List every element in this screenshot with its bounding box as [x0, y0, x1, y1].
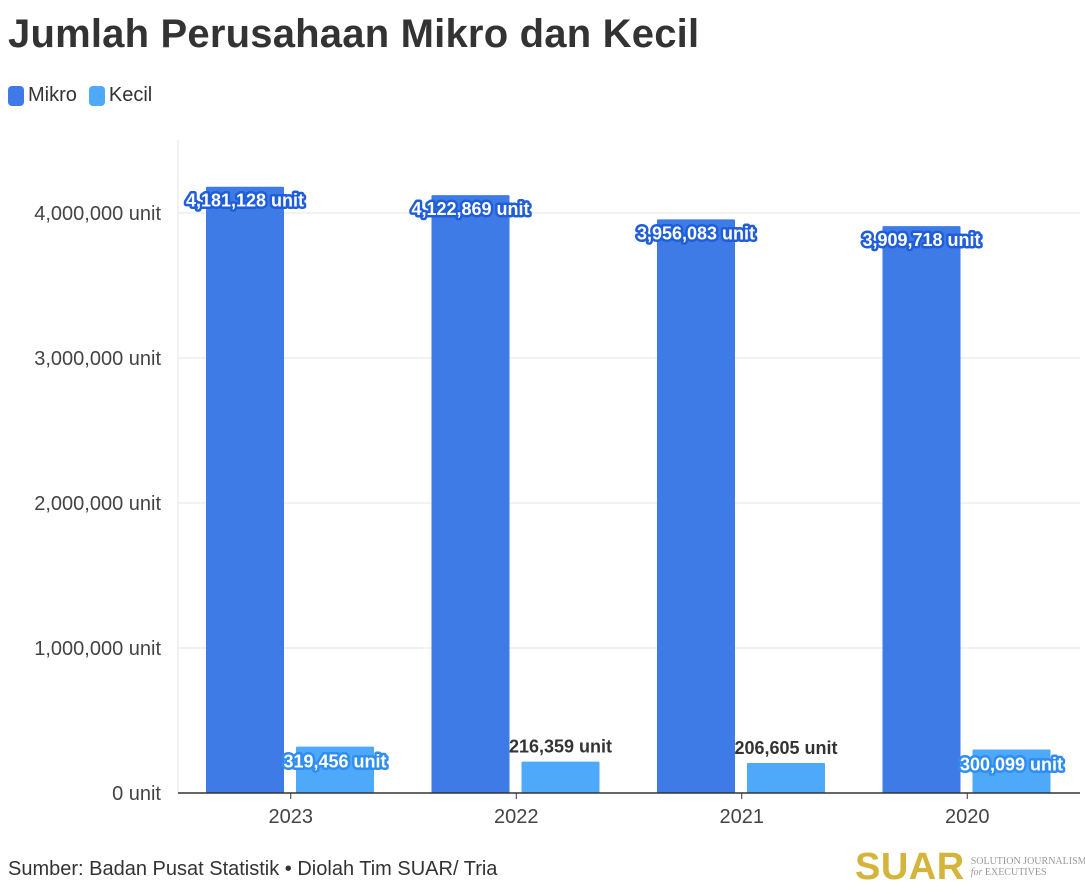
y-tick-label: 0 unit: [112, 783, 161, 805]
data-label-kecil-2023: 319,456 unit: [283, 752, 386, 772]
bar-kecil-2020: [972, 749, 1051, 793]
data-label-mikro-2020: 3,909,718 unit: [862, 230, 980, 250]
logo-tagline-executives: EXECUTIVES: [984, 867, 1047, 878]
bar-kecil-2021: [747, 763, 825, 793]
logo-tagline-line1: SOLUTION JOURNALISM: [970, 855, 1085, 867]
logo-mark: SUAR: [855, 846, 965, 888]
chart-title: Jumlah Perusahaan Mikro dan Kecil: [8, 12, 700, 56]
bar-mikro-2022: [431, 195, 510, 794]
legend: Mikro Kecil: [8, 84, 152, 107]
y-tick-label: 4,000,000 unit: [34, 203, 161, 225]
y-tick-label: 2,000,000 unit: [34, 493, 161, 515]
data-label-kecil-2021: 206,605 unit: [734, 738, 837, 758]
bar-kecil-2023: [296, 746, 374, 793]
logo-tagline-line2: for EXECUTIVES: [971, 867, 1085, 879]
legend-item-kecil: Kecil: [88, 84, 153, 107]
y-tick-label: 1,000,000 unit: [34, 638, 161, 660]
bar-kecil-2022: [521, 761, 600, 793]
source-note: Sumber: Badan Pusat Statistik • Diolah T…: [8, 858, 498, 880]
bar-mikro-2020: [882, 226, 961, 794]
logo-tagline-for: for: [970, 867, 983, 878]
data-label-outline: 4,181,128 unit: [186, 191, 304, 211]
legend-swatch-kecil: [88, 85, 105, 106]
x-tick-label: 2020: [945, 806, 990, 828]
data-label-outline: 3,956,083 unit: [637, 223, 755, 243]
y-tick-label: 3,000,000 unit: [34, 348, 161, 370]
data-label-kecil-2020: 300,099 unit: [960, 754, 1063, 774]
data-label-mikro-2023: 4,181,128 unit: [186, 191, 304, 211]
data-label-mikro-2021: 3,956,083 unit: [637, 223, 755, 243]
bar-mikro-2023: [206, 186, 284, 793]
legend-swatch-mikro: [8, 85, 24, 106]
legend-label-kecil: Kecil: [108, 84, 153, 106]
data-label-outline: 319,456 unit: [283, 752, 386, 772]
data-label-kecil-2022: 216,359 unit: [509, 737, 612, 757]
legend-item-mikro: Mikro: [8, 84, 77, 107]
data-label-outline: 300,099 unit: [960, 754, 1063, 774]
bar-mikro-2021: [657, 219, 735, 793]
x-tick-label: 2022: [494, 806, 539, 828]
x-tick-label: 2023: [269, 806, 314, 828]
x-tick-label: 2021: [720, 806, 765, 828]
suar-logo: SUAR SOLUTION JOURNALISM for EXECUTIVES: [855, 848, 1085, 886]
data-label-outline: 4,122,869 unit: [411, 199, 529, 219]
data-label-mikro-2022: 4,122,869 unit: [411, 199, 529, 219]
data-label-outline: 3,909,718 unit: [862, 230, 980, 250]
logo-tagline: SOLUTION JOURNALISM for EXECUTIVES: [971, 856, 1085, 879]
legend-label-mikro: Mikro: [28, 84, 77, 106]
